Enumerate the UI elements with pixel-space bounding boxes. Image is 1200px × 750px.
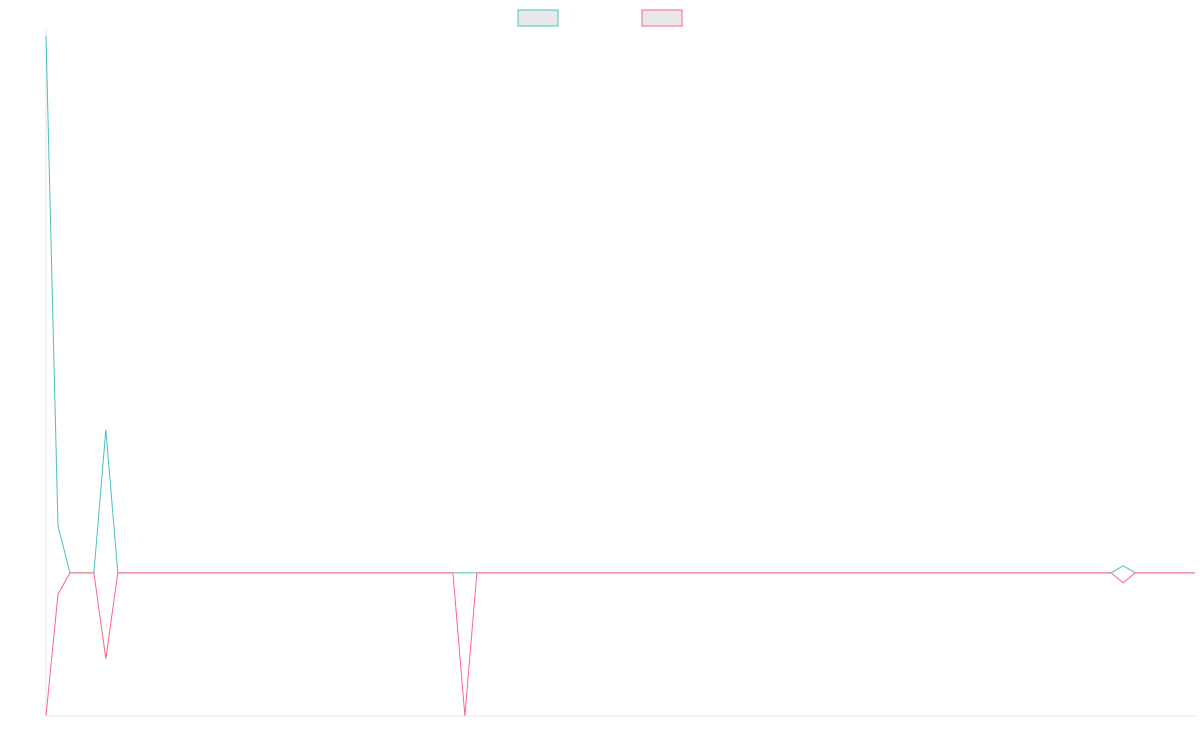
- series-line-2: [45, 572, 1195, 717]
- legend: [517, 9, 683, 27]
- axes: [45, 30, 1195, 717]
- legend-swatch-2[interactable]: [641, 9, 683, 27]
- legend-swatch-1[interactable]: [517, 9, 559, 27]
- plot-area: [45, 35, 1195, 717]
- series-line-1: [45, 35, 1195, 574]
